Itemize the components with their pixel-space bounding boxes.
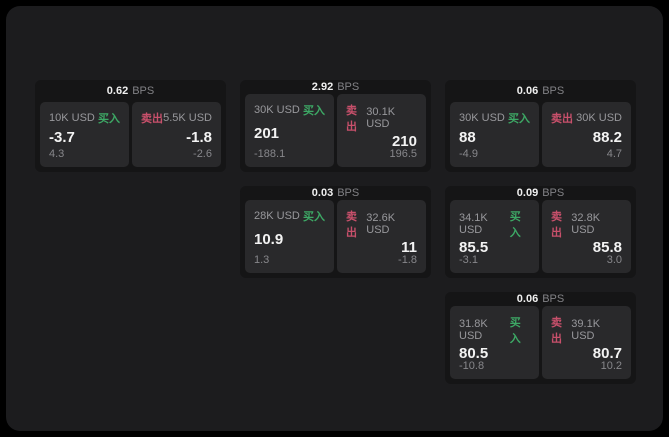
sell-panel[interactable]: 卖出 5.5K USD -1.8 -2.6: [132, 102, 221, 167]
sell-price: 85.8: [592, 239, 622, 256]
sell-label: 卖出: [346, 211, 357, 239]
quote-card: 2.92 BPS 30K USD 买入 201 -188.1 卖出 30.1K …: [240, 80, 431, 172]
bps-unit-label: BPS: [542, 293, 565, 305]
buy-price: 88: [459, 129, 476, 146]
buy-amount: 28K USD: [254, 210, 300, 222]
card-header: 0.06 BPS: [445, 292, 636, 306]
sell-amount: 32.6K USD: [366, 212, 396, 236]
buy-amount: 30K USD: [254, 104, 300, 116]
quote-card: 0.62 BPS 10K USD 买入 -3.7 4.3 卖出 5.5K USD…: [35, 80, 226, 172]
buy-price: 201: [254, 125, 280, 142]
sell-amount: 39.1K USD: [571, 318, 601, 342]
sell-delta: 3.0: [606, 254, 622, 266]
sell-amount: 30K USD: [576, 112, 622, 124]
buy-delta: -3.1: [459, 254, 478, 266]
sell-delta: -1.8: [398, 254, 417, 266]
buy-panel[interactable]: 10K USD 买入 -3.7 4.3: [40, 102, 129, 167]
buy-label: 买入: [508, 113, 530, 125]
bps-value: 0.06: [516, 293, 539, 305]
sell-price: 88.2: [592, 129, 622, 146]
quote-card: 0.06 BPS 31.8K USD 买入 80.5 -10.8 卖出 39.1…: [445, 292, 636, 384]
buy-label: 买入: [509, 211, 521, 239]
buy-price: 10.9: [254, 231, 284, 248]
buy-amount: 30K USD: [459, 112, 505, 124]
bps-unit-label: BPS: [542, 187, 565, 199]
buy-label: 买入: [303, 105, 325, 117]
buy-panel[interactable]: 31.8K USD 买入 80.5 -10.8: [450, 306, 539, 379]
buy-amount: 34.1K USD: [459, 212, 488, 236]
card-header: 2.92 BPS: [240, 80, 431, 94]
buy-delta: 4.3: [49, 148, 65, 160]
bps-value: 0.09: [516, 187, 539, 199]
sell-amount: 5.5K USD: [163, 112, 212, 124]
sell-price: 11: [401, 239, 417, 256]
sell-label: 卖出: [346, 105, 357, 133]
bps-unit-label: BPS: [542, 85, 565, 97]
bps-unit-label: BPS: [337, 187, 360, 199]
buy-price: 80.5: [459, 345, 489, 362]
bps-value: 0.06: [516, 85, 539, 97]
buy-label: 买入: [303, 211, 325, 223]
sell-panel[interactable]: 卖出 30K USD 88.2 4.7: [542, 102, 631, 167]
buy-delta: -10.8: [459, 360, 485, 372]
card-header: 0.03 BPS: [240, 186, 431, 200]
sell-price: 80.7: [592, 345, 622, 362]
sell-delta: 4.7: [606, 148, 622, 160]
buy-delta: -4.9: [459, 148, 478, 160]
buy-price: 85.5: [459, 239, 489, 256]
buy-amount: 31.8K USD: [459, 318, 488, 342]
sell-delta: 196.5: [389, 148, 417, 160]
buy-label: 买入: [509, 317, 521, 345]
buy-panel[interactable]: 30K USD 买入 88 -4.9: [450, 102, 539, 167]
buy-panel[interactable]: 28K USD 买入 10.9 1.3: [245, 200, 334, 273]
sell-panel[interactable]: 卖出 32.6K USD 11 -1.8: [337, 200, 426, 273]
buy-amount: 10K USD: [49, 112, 95, 124]
quote-card: 0.09 BPS 34.1K USD 买入 85.5 -3.1 卖出 32.8K…: [445, 186, 636, 278]
bps-value: 0.62: [106, 85, 129, 97]
sell-delta: -2.6: [193, 148, 212, 160]
bps-unit-label: BPS: [132, 85, 155, 97]
buy-panel[interactable]: 34.1K USD 买入 85.5 -3.1: [450, 200, 539, 273]
quote-card: 0.03 BPS 28K USD 买入 10.9 1.3 卖出 32.6K US…: [240, 186, 431, 278]
bps-value: 2.92: [311, 81, 334, 93]
buy-delta: 1.3: [254, 254, 270, 266]
sell-label: 卖出: [141, 113, 163, 125]
bps-unit-label: BPS: [337, 81, 360, 93]
sell-label: 卖出: [551, 317, 562, 345]
sell-price: 210: [391, 133, 417, 150]
bps-value: 0.03: [311, 187, 334, 199]
quote-card-grid: 0.62 BPS 10K USD 买入 -3.7 4.3 卖出 5.5K USD…: [35, 80, 636, 384]
sell-panel[interactable]: 卖出 32.8K USD 85.8 3.0: [542, 200, 631, 273]
buy-panel[interactable]: 30K USD 买入 201 -188.1: [245, 94, 334, 167]
buy-delta: -188.1: [254, 148, 286, 160]
sell-amount: 30.1K USD: [366, 106, 396, 130]
buy-price: -3.7: [49, 129, 75, 146]
buy-label: 买入: [98, 113, 120, 125]
sell-label: 卖出: [551, 113, 573, 125]
sell-price: -1.8: [186, 129, 212, 146]
sell-amount: 32.8K USD: [571, 212, 601, 236]
sell-panel[interactable]: 卖出 30.1K USD 210 196.5: [337, 94, 426, 167]
sell-label: 卖出: [551, 211, 562, 239]
card-header: 0.09 BPS: [445, 186, 636, 200]
card-header: 0.62 BPS: [35, 80, 226, 102]
card-header: 0.06 BPS: [445, 80, 636, 102]
sell-delta: 10.2: [600, 360, 622, 372]
quote-card: 0.06 BPS 30K USD 买入 88 -4.9 卖出 30K USD 8…: [445, 80, 636, 172]
sell-panel[interactable]: 卖出 39.1K USD 80.7 10.2: [542, 306, 631, 379]
